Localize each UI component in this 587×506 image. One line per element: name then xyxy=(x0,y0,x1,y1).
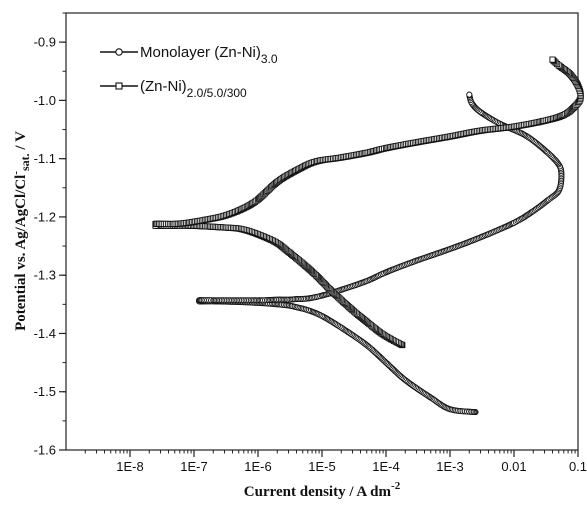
series-layer xyxy=(153,57,583,415)
legend-marker-square xyxy=(116,83,122,89)
x-tick-label: 0.01 xyxy=(501,459,526,474)
data-point xyxy=(550,57,555,62)
y-tick-label: -1.0 xyxy=(34,93,56,108)
y-tick-label: -1.4 xyxy=(34,326,56,341)
legend-label-1: Monolayer (Zn-Ni)3.0 xyxy=(140,44,278,66)
legend-label-2: (Zn-Ni)2.0/5.0/300 xyxy=(140,78,247,100)
series-1 xyxy=(197,92,565,415)
y-tick-label: -0.9 xyxy=(34,35,56,50)
x-tick-label: 1E-5 xyxy=(308,459,335,474)
x-axis-title: Current density / A dm-2 xyxy=(244,480,401,500)
y-tick-label: -1.6 xyxy=(34,443,56,458)
x-tick-label: 1E-8 xyxy=(116,459,143,474)
y-tick-label: -1.3 xyxy=(34,268,56,283)
tick-layer: 1E-8 1E-7 1E-6 1E-5 1E-4 1E-3 0.01 0.1 -1.6 -1.5 -… xyxy=(34,13,587,474)
y-axis-title: Potential vs. Ag/AgCl/Cl-sat. / V xyxy=(10,131,32,331)
y-tick-label: -1.2 xyxy=(34,209,56,224)
legend-marker-circle xyxy=(116,49,122,55)
legend: Monolayer (Zn-Ni)3.0 (Zn-Ni)2.0/5.0/300 xyxy=(100,44,278,100)
legend-entry-2: (Zn-Ni)2.0/5.0/300 xyxy=(100,78,247,100)
x-tick-label: 1E-4 xyxy=(372,459,399,474)
x-tick-label: 0.1 xyxy=(569,459,587,474)
x-tick-label: 1E-7 xyxy=(180,459,207,474)
x-tick-label: 1E-3 xyxy=(436,459,463,474)
y-tick-label: -1.5 xyxy=(34,384,56,399)
data-point xyxy=(467,92,472,97)
y-tick-label: -1.1 xyxy=(34,151,56,166)
series-line xyxy=(199,95,561,413)
legend-entry-1: Monolayer (Zn-Ni)3.0 xyxy=(100,44,278,66)
x-tick-label: 1E-6 xyxy=(244,459,271,474)
